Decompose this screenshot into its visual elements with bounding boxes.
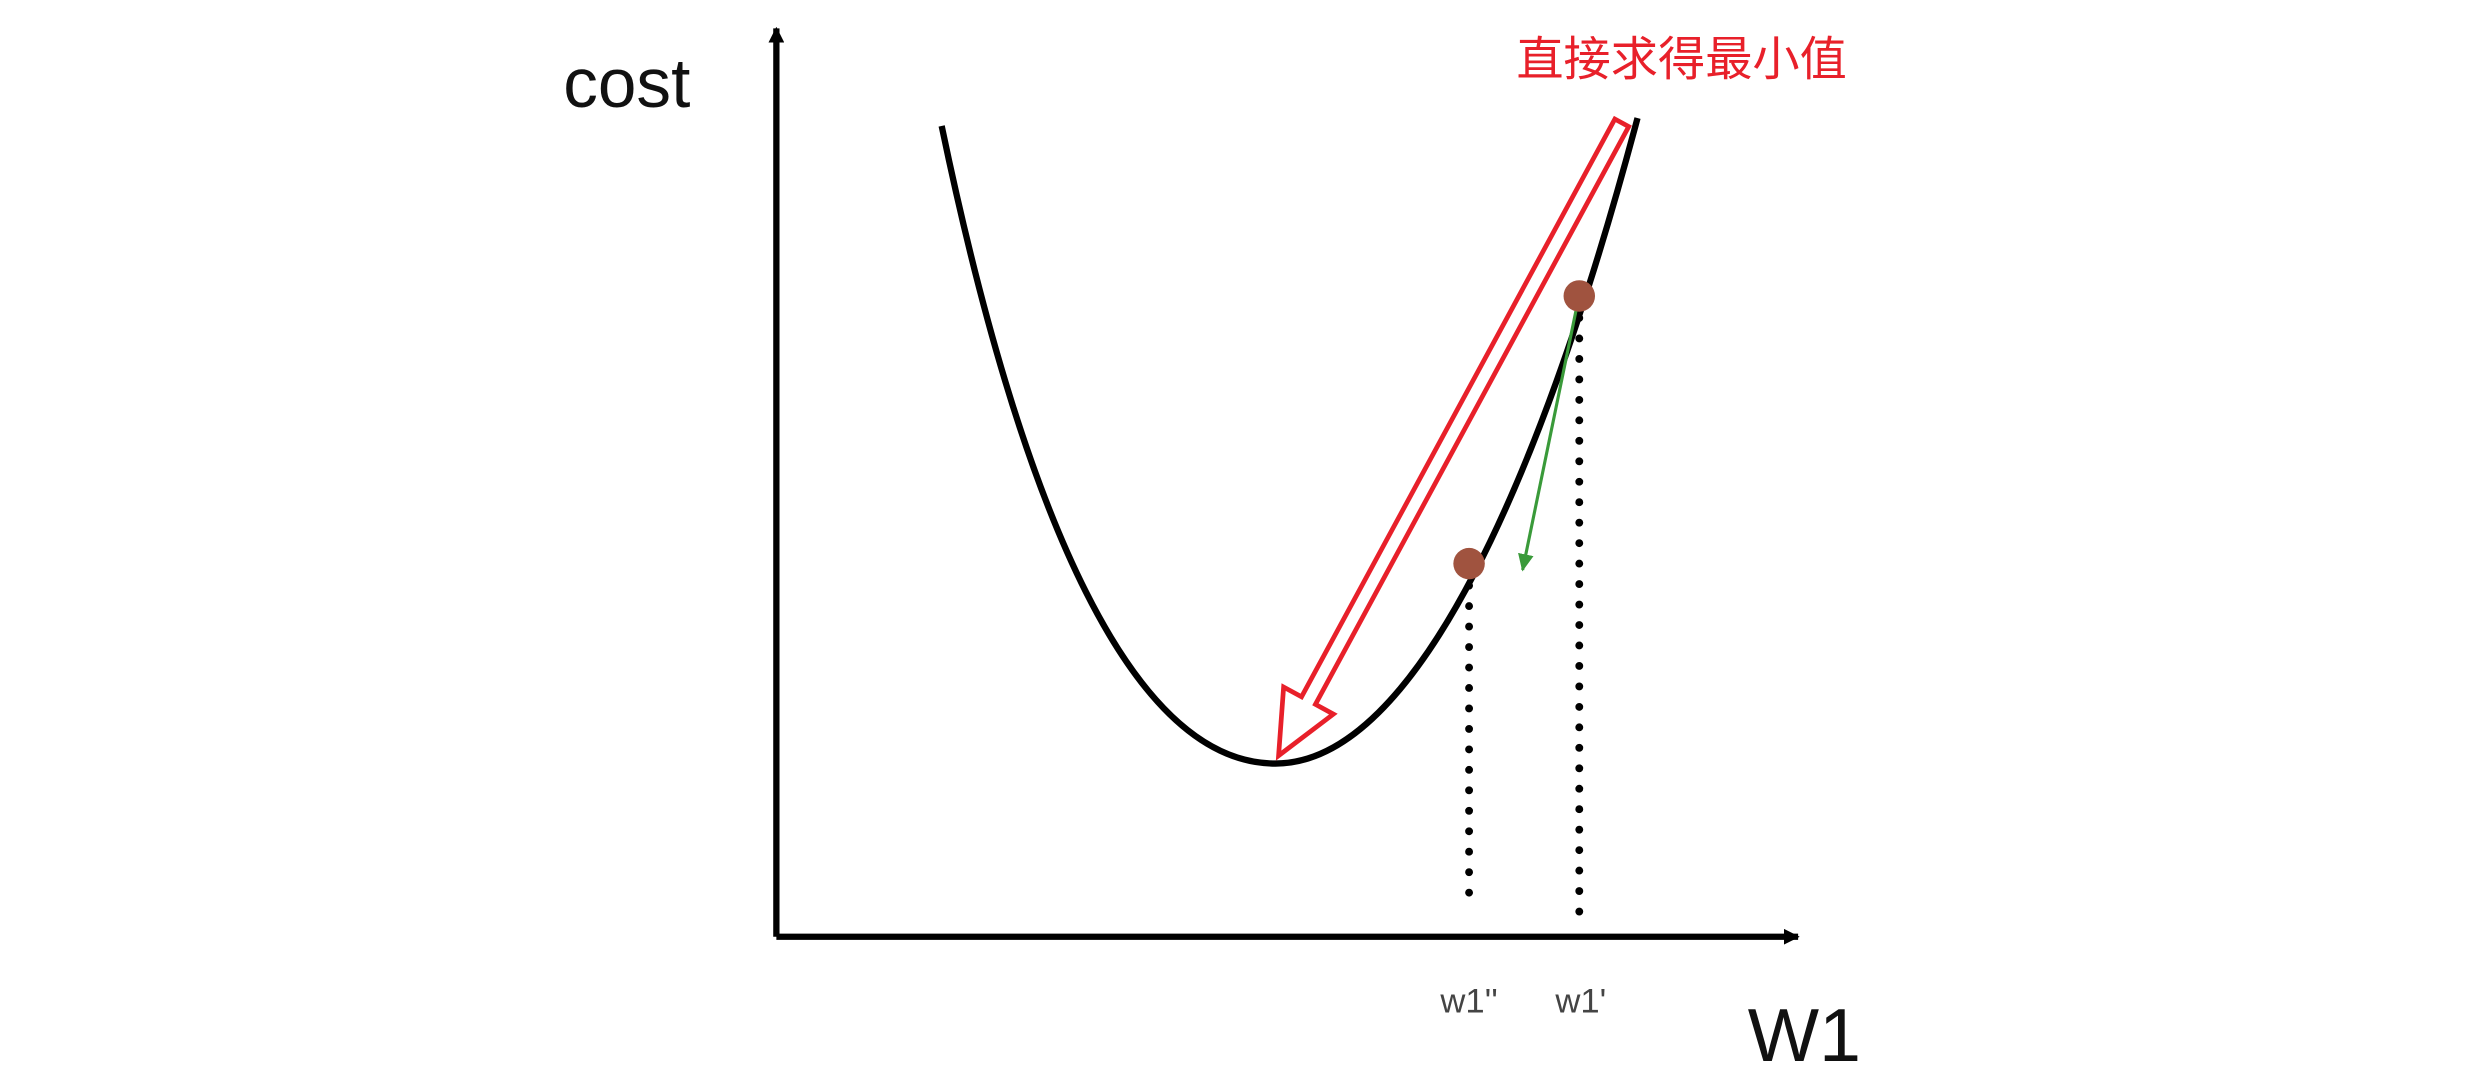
gradient-step-arrow	[1518, 301, 1580, 572]
point-label: w1''	[1439, 982, 1497, 1020]
cost-curve	[938, 117, 1641, 767]
point-label: w1'	[1554, 982, 1606, 1020]
point	[1563, 280, 1596, 312]
x-axis-label: W1	[1748, 994, 1861, 1078]
annotation: 直接求得最小值	[1516, 34, 1847, 87]
y-axis-label: cost	[563, 44, 690, 122]
direct-arrow	[1275, 115, 1632, 761]
point	[1453, 547, 1485, 580]
